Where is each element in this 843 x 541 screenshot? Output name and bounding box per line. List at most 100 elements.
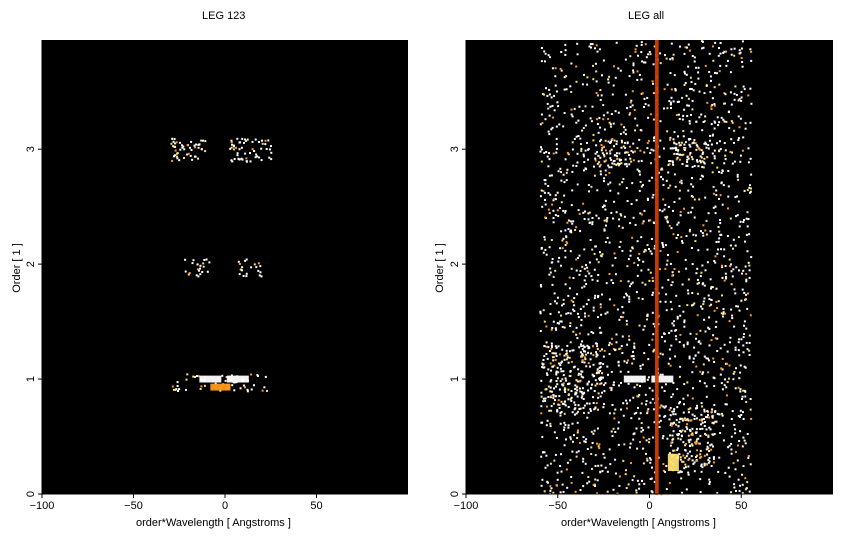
heatmap-cell (679, 210, 682, 213)
heatmap-cell (699, 380, 701, 383)
heatmap-cell (707, 294, 710, 297)
heatmap-cell (674, 355, 677, 358)
heatmap-cell (638, 417, 641, 420)
heatmap-cell (712, 206, 715, 209)
heatmap-cell (570, 229, 572, 232)
heatmap-cell (696, 449, 699, 452)
heatmap-cell (691, 397, 694, 400)
heatmap-cell (653, 421, 656, 424)
heatmap-cell (545, 372, 548, 375)
heatmap-cell (614, 472, 617, 475)
heatmap-cell (605, 282, 608, 285)
heatmap-cell (626, 200, 629, 202)
heatmap-cell (701, 421, 704, 424)
heatmap-cell (580, 318, 583, 321)
heatmap-cell (668, 160, 670, 163)
heatmap-cell (540, 455, 543, 458)
heatmap-cell (696, 267, 699, 270)
heatmap-cell (650, 238, 653, 240)
heatmap-cell (631, 90, 634, 93)
heatmap-cell (644, 43, 647, 46)
heatmap-cell (694, 240, 697, 243)
heatmap-cell (602, 355, 605, 358)
heatmap-cell (577, 209, 580, 212)
heatmap-cell (701, 466, 704, 469)
heatmap-cell (667, 362, 670, 365)
heatmap-cell (713, 461, 715, 464)
heatmap-cell (603, 155, 606, 158)
heatmap-cell (553, 94, 556, 97)
heatmap-cell (650, 490, 653, 493)
heatmap-cell (243, 141, 245, 144)
heatmap-cell (679, 456, 682, 459)
heatmap-cell (610, 430, 613, 433)
heatmap-cell (687, 43, 690, 46)
heatmap-cell (625, 151, 628, 154)
heatmap-cell (684, 444, 686, 447)
heatmap-cell (594, 157, 597, 160)
heatmap-cell (571, 411, 574, 414)
heatmap-cell (702, 151, 705, 154)
heatmap-cell (581, 348, 584, 351)
heatmap-cell (540, 391, 543, 394)
heatmap-cell (253, 150, 256, 152)
heatmap-cell (663, 107, 665, 110)
heatmap-cell (219, 389, 222, 392)
heatmap-cell (669, 364, 672, 367)
heatmap-cell (639, 181, 642, 183)
heatmap-cell (620, 139, 623, 142)
heatmap-cell (558, 353, 561, 356)
heatmap-cell (679, 181, 681, 184)
heatmap-cell (559, 67, 562, 70)
heatmap-cell (587, 345, 590, 348)
heatmap-cell (733, 288, 736, 291)
heatmap-cell (635, 291, 638, 294)
heatmap-cell (618, 152, 621, 155)
heatmap-cell (680, 179, 683, 182)
heatmap-cell (691, 432, 694, 435)
heatmap-cell (622, 311, 625, 314)
heatmap-cell (192, 259, 195, 262)
heatmap-cell (571, 450, 574, 453)
heatmap-cell (668, 224, 671, 227)
heatmap-cell (546, 155, 549, 158)
heatmap-cell (539, 310, 542, 313)
heatmap-cell (658, 421, 660, 424)
heatmap-cell (555, 346, 558, 349)
heatmap-cell (197, 275, 200, 278)
heatmap-cell (256, 375, 259, 377)
heatmap-cell (718, 413, 721, 416)
heatmap-cell (724, 403, 727, 406)
heatmap-cell (581, 471, 584, 474)
heatmap-cell (749, 191, 751, 194)
heatmap-cell (614, 273, 617, 276)
heatmap-cell (237, 260, 240, 263)
heatmap-cell (604, 149, 607, 152)
heatmap-cell (577, 372, 580, 375)
heatmap-cell (669, 262, 672, 265)
heatmap-cell (705, 233, 708, 236)
heatmap-cell (690, 183, 693, 186)
heatmap-cells (170, 137, 273, 393)
heatmap-cell (723, 162, 726, 165)
heatmap-cell (560, 179, 563, 182)
heatmap-cell (549, 303, 552, 305)
heatmap-cell (588, 380, 590, 383)
heatmap-cell (548, 158, 551, 161)
heatmap-cell (724, 272, 727, 275)
heatmap-cell (647, 116, 650, 119)
heatmap-cell (591, 278, 594, 281)
heatmap-cell (682, 411, 685, 414)
heatmap-cell (683, 70, 686, 73)
heatmap-cell (718, 237, 721, 240)
heatmap-cell (717, 300, 720, 303)
heatmap-cell (724, 154, 727, 157)
heatmap-cell (625, 162, 628, 165)
heatmap-cell (727, 185, 730, 188)
heatmap-cell (558, 407, 561, 409)
heatmap-cell (255, 153, 258, 156)
heatmap-cell (622, 145, 625, 148)
heatmap-cell (577, 380, 580, 383)
heatmap-cell (179, 141, 181, 144)
heatmap-cell (737, 349, 740, 352)
